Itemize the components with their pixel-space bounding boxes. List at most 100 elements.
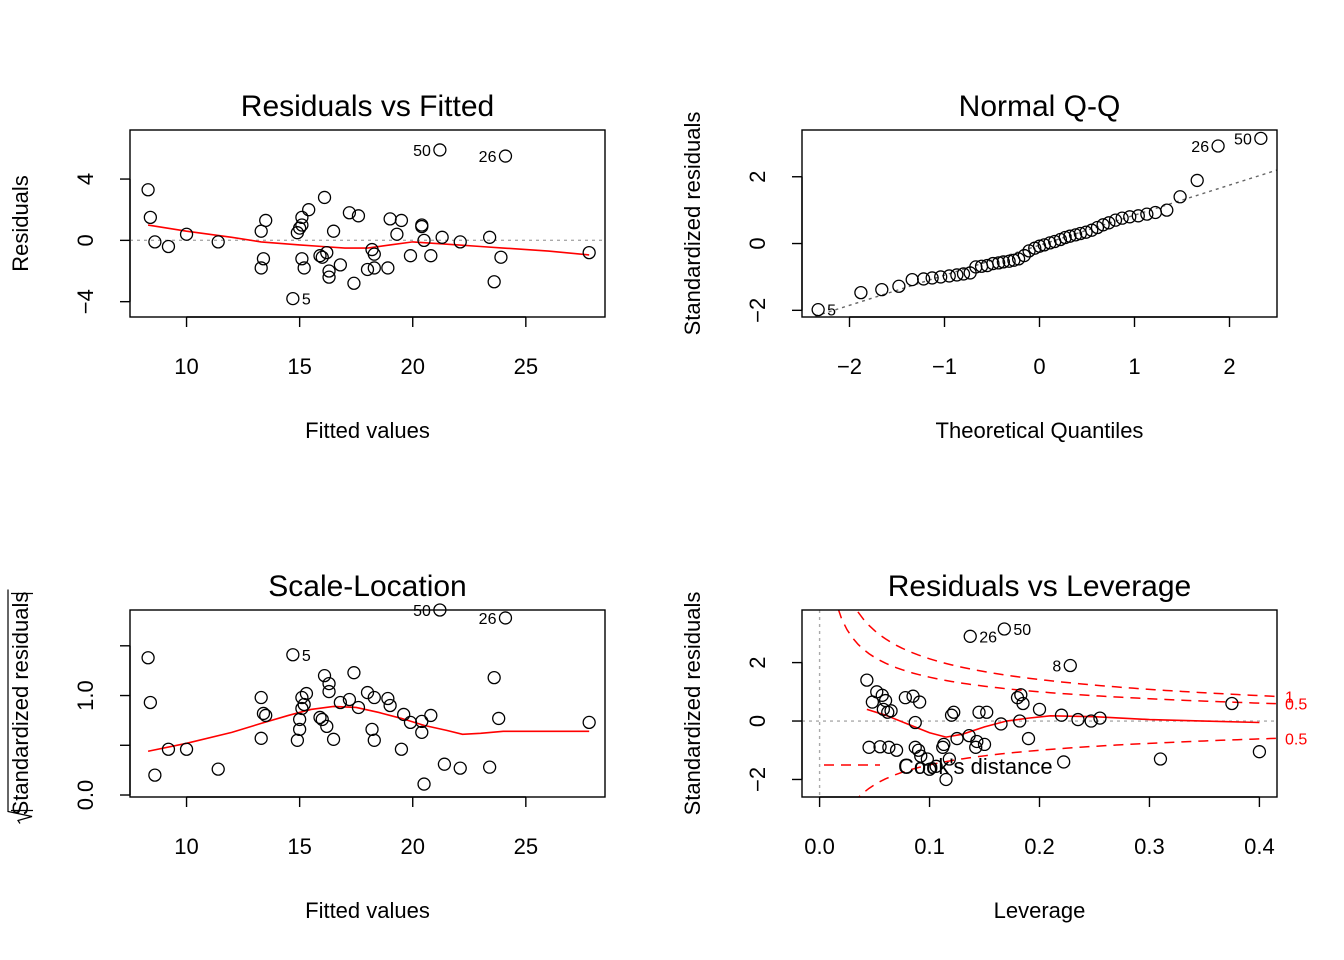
data-point bbox=[1068, 228, 1083, 242]
data-point bbox=[920, 752, 934, 766]
data-point bbox=[1084, 714, 1098, 728]
data-point bbox=[862, 740, 876, 754]
data-point bbox=[143, 695, 158, 710]
chart-title: Residuals vs Fitted bbox=[241, 90, 494, 123]
data-point bbox=[1140, 207, 1154, 221]
data-point bbox=[381, 261, 395, 275]
y-tick-label: 0 bbox=[745, 237, 770, 249]
data-point bbox=[256, 706, 271, 721]
data-point bbox=[1160, 203, 1174, 217]
data-point bbox=[934, 270, 948, 284]
data-point bbox=[939, 772, 953, 787]
data-point bbox=[437, 757, 452, 771]
x-tick-label: 15 bbox=[287, 354, 311, 379]
y-axis-label: Standardized residuals bbox=[680, 112, 705, 336]
cooks-distance-curve bbox=[837, 610, 1276, 705]
data-point bbox=[415, 725, 429, 739]
x-tick-label: 25 bbox=[514, 354, 538, 379]
data-point bbox=[397, 707, 411, 722]
data-point bbox=[970, 734, 984, 749]
data-point bbox=[963, 629, 977, 643]
data-point bbox=[383, 698, 397, 713]
x-tick-label: 0.1 bbox=[914, 834, 945, 859]
data-point bbox=[942, 752, 956, 766]
y-axis-label: Standardized residuals bbox=[680, 592, 705, 816]
sqrt-abs-symbol bbox=[7, 589, 33, 824]
panel-qq: Normal Q-Q −2 −1 0 1 2 Theoretical Quantiles −2… bbox=[680, 90, 1278, 443]
qq-reference-line bbox=[810, 169, 1277, 317]
data-point bbox=[1254, 131, 1268, 145]
plot-frame bbox=[129, 609, 606, 798]
data-point bbox=[141, 183, 155, 197]
data-point bbox=[994, 717, 1008, 731]
x-tick-label: 20 bbox=[400, 354, 424, 379]
data-point bbox=[351, 700, 366, 715]
data-point bbox=[854, 285, 868, 300]
data-point bbox=[1017, 248, 1031, 263]
data-point bbox=[453, 761, 467, 775]
data-point bbox=[947, 705, 961, 719]
data-point bbox=[1014, 688, 1028, 702]
cooks-curve-label: 1 bbox=[1285, 689, 1294, 706]
data-point bbox=[367, 261, 381, 275]
data-point bbox=[908, 740, 922, 754]
data-point bbox=[315, 712, 329, 727]
data-point bbox=[143, 210, 158, 225]
data-point bbox=[297, 261, 311, 275]
data-point bbox=[295, 690, 309, 705]
data-point bbox=[347, 666, 361, 680]
data-point bbox=[969, 740, 983, 754]
cooks-distance-curve bbox=[857, 737, 1276, 797]
data-point bbox=[1211, 139, 1225, 153]
x-tick-label: 0.4 bbox=[1244, 834, 1275, 859]
smoother-line bbox=[147, 224, 590, 256]
data-point bbox=[1225, 696, 1239, 711]
data-point bbox=[259, 708, 273, 723]
y-axis-label: Residuals bbox=[8, 175, 33, 272]
plot-area bbox=[802, 610, 1277, 797]
data-point bbox=[498, 611, 513, 625]
data-point bbox=[381, 691, 395, 706]
point-label: 50 bbox=[413, 603, 431, 620]
smoother-line bbox=[147, 705, 590, 753]
sqrt-radical bbox=[7, 589, 33, 824]
data-point bbox=[914, 749, 928, 763]
data-point bbox=[1093, 711, 1107, 725]
data-point bbox=[320, 719, 334, 734]
data-point bbox=[315, 250, 329, 264]
data-point bbox=[365, 722, 379, 737]
data-point bbox=[1123, 210, 1137, 224]
panel-rvf: Residuals vs Fitted 10 15 20 25 Fitted values… bbox=[8, 90, 606, 443]
data-point bbox=[487, 670, 501, 685]
data-point bbox=[1252, 745, 1267, 759]
data-point bbox=[211, 762, 225, 776]
data-point bbox=[295, 210, 309, 225]
data-point bbox=[211, 235, 225, 249]
data-point bbox=[415, 714, 429, 729]
panel-rvl: Residuals vs Leverage 0.0 0.1 0.2 0.3 0.4 Leve… bbox=[680, 570, 1307, 923]
data-point bbox=[1016, 696, 1030, 711]
data-point bbox=[986, 256, 1000, 271]
y-tick-label: 4 bbox=[73, 173, 98, 185]
data-point bbox=[972, 705, 986, 719]
x-tick-label: 10 bbox=[174, 354, 198, 379]
y-axis-label: Standardized residuals bbox=[8, 592, 33, 816]
data-point bbox=[944, 708, 959, 722]
x-tick-label: 0.3 bbox=[1134, 834, 1165, 859]
x-tick-label: 1 bbox=[1128, 354, 1140, 379]
data-point bbox=[1058, 230, 1072, 245]
x-tick-label: 0.2 bbox=[1024, 834, 1055, 859]
data-point bbox=[1071, 712, 1085, 727]
point-label: 26 bbox=[979, 629, 997, 646]
data-point bbox=[950, 731, 964, 746]
data-point bbox=[433, 143, 447, 157]
y-tick-label: 0 bbox=[73, 234, 98, 246]
x-tick-label: −2 bbox=[837, 354, 862, 379]
data-point bbox=[259, 213, 273, 228]
x-tick-label: −1 bbox=[932, 354, 957, 379]
data-point bbox=[417, 233, 431, 248]
legend-label: Cook's distance bbox=[898, 754, 1053, 779]
x-axis-label: Fitted values bbox=[305, 418, 430, 443]
data-point bbox=[453, 235, 467, 249]
